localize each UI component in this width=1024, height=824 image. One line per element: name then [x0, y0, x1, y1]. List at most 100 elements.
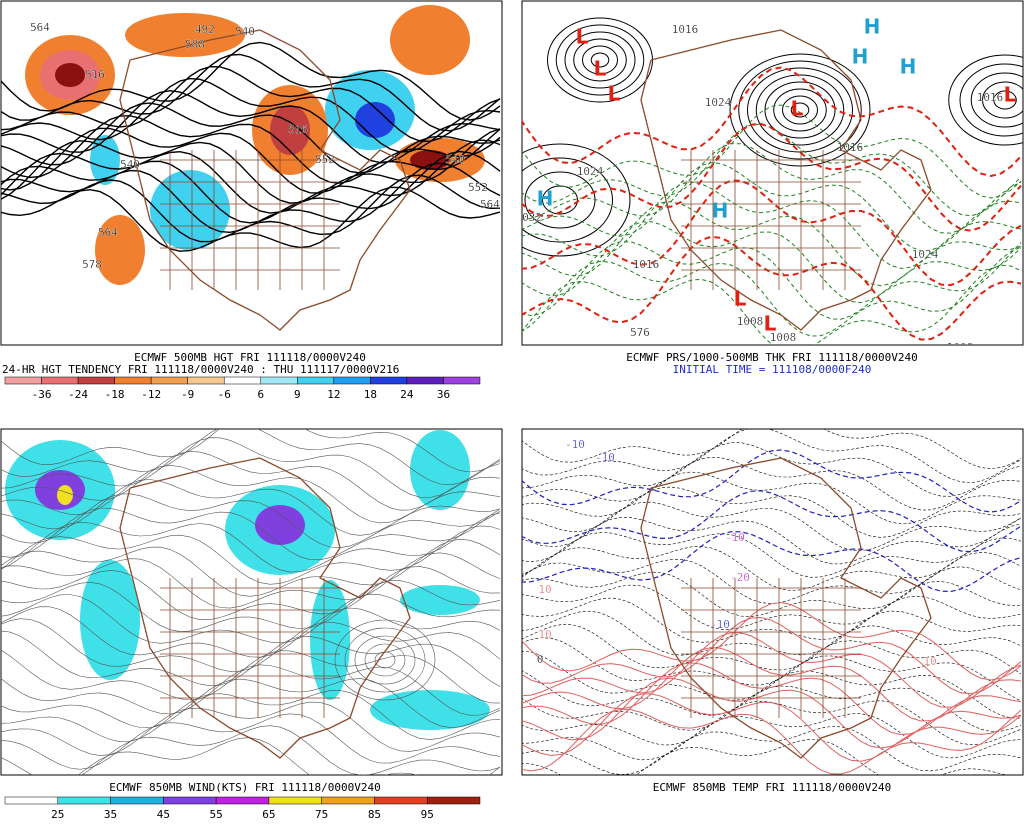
contour-label: -10 — [565, 438, 585, 451]
colorbar-box — [111, 797, 164, 804]
wind-area — [410, 430, 470, 510]
colorbar-label: 24 — [400, 388, 414, 401]
contour-label: -10 — [595, 451, 615, 464]
colorbar-label: 12 — [327, 388, 340, 401]
colorbar-box — [5, 797, 58, 804]
colorbar-box — [261, 377, 298, 384]
colorbar-box — [407, 377, 444, 384]
colorbar-box — [188, 377, 225, 384]
colorbar-label: 18 — [364, 388, 377, 401]
contour-label: 564 — [480, 198, 500, 211]
wind-area — [370, 690, 490, 730]
pressure-center: H — [537, 187, 554, 211]
pressure-center: H — [864, 15, 881, 39]
tendency-area — [390, 5, 470, 75]
pressure-center: L — [1004, 83, 1017, 107]
colorbar-label: 9 — [294, 388, 301, 401]
colorbar-label: 25 — [51, 808, 64, 819]
contour-label: 1016 — [672, 23, 699, 36]
colorbar-label: 35 — [104, 808, 117, 819]
caption: 24-HR HGT TENDENCY FRI 111118/0000V240 :… — [2, 363, 399, 376]
caption: ECMWF 850MB TEMP FRI 111118/0000V240 — [653, 781, 891, 794]
pressure-center: H — [900, 55, 917, 79]
contour-label: 516 — [85, 68, 105, 81]
map-frame — [522, 429, 1023, 775]
contour-label: 564 — [98, 226, 118, 239]
colorbar-label: -24 — [68, 388, 88, 401]
pressure-center: H — [852, 45, 869, 69]
contour-label: 576 — [630, 326, 650, 339]
colorbar-box — [78, 377, 115, 384]
colorbar-label: 36 — [437, 388, 450, 401]
colorbar-box — [297, 377, 334, 384]
colorbar-box — [269, 797, 322, 804]
contour-label: 1016 — [633, 258, 660, 271]
contour-label: 032 — [522, 211, 542, 224]
colorbar-label: -18 — [105, 388, 125, 401]
wind-area — [255, 505, 305, 545]
contour-label: 552 — [468, 181, 488, 194]
colorbar-label: 55 — [209, 808, 222, 819]
contour-label: 10 — [538, 628, 551, 641]
colorbar-box — [163, 797, 216, 804]
colorbar-label: 65 — [262, 808, 275, 819]
wind-area — [310, 580, 350, 700]
colorbar-box — [374, 797, 427, 804]
contour-label: 540 — [120, 158, 140, 171]
colorbar-label: -6 — [218, 388, 231, 401]
contour-label: 0 — [537, 653, 544, 666]
tendency-area — [55, 63, 85, 87]
contour-label: 1024 — [705, 96, 732, 109]
contour-label: 578 — [82, 258, 102, 271]
contour-label: 1016 — [977, 91, 1004, 104]
initial-time: INITIAL TIME = 111108/0000F240 — [673, 363, 872, 376]
colorbar-box — [370, 377, 407, 384]
contour-label: 540 — [235, 25, 255, 38]
contour-label: 1008 — [947, 341, 974, 354]
contour-label: 1024 — [912, 248, 939, 261]
colorbar-box — [224, 377, 261, 384]
contour-label: 564 — [30, 21, 50, 34]
colorbar-box — [334, 377, 371, 384]
colorbar-box — [151, 377, 188, 384]
pressure-center: L — [734, 287, 747, 311]
colorbar-box — [427, 797, 480, 804]
colorbar-box — [115, 377, 152, 384]
colorbar-label: -36 — [32, 388, 52, 401]
contour-label: 516 — [288, 123, 308, 136]
wind-area — [400, 585, 480, 615]
contour-label: 588 — [185, 38, 205, 51]
contour-label: 1016 — [837, 141, 864, 154]
colorbar-box — [216, 797, 269, 804]
colorbar-label: 95 — [421, 808, 434, 819]
caption: ECMWF 850MB WIND(KTS) FRI 111118/0000V24… — [109, 781, 381, 794]
colorbar-box — [42, 377, 79, 384]
contour-label: 1024 — [577, 165, 604, 178]
contour-label: -10 — [725, 531, 745, 544]
colorbar-box — [322, 797, 375, 804]
wind-area — [57, 485, 73, 505]
contour-label: 10 — [923, 655, 936, 668]
colorbar-label: -12 — [141, 388, 161, 401]
contour-label: 540 — [445, 153, 465, 166]
colorbar-label: 6 — [257, 388, 264, 401]
colorbar-label: 45 — [157, 808, 170, 819]
contour-label: -10 — [710, 618, 730, 631]
colorbar-box — [5, 377, 42, 384]
pressure-center: H — [712, 199, 729, 223]
colorbar-label: -9 — [181, 388, 194, 401]
contour-label: 492 — [195, 23, 215, 36]
pressure-center: L — [764, 312, 777, 336]
colorbar-box — [443, 377, 480, 384]
wind-area — [80, 560, 140, 680]
colorbar-label: 75 — [315, 808, 328, 819]
contour-label: 10 — [538, 583, 551, 596]
contour-label: -20 — [730, 571, 750, 584]
pressure-center: L — [576, 25, 589, 49]
colorbar-label: 85 — [368, 808, 381, 819]
pressure-center: L — [608, 82, 621, 106]
pressure-center: L — [791, 97, 804, 121]
pressure-center: L — [594, 57, 607, 81]
contour-label: 552 — [315, 153, 335, 166]
